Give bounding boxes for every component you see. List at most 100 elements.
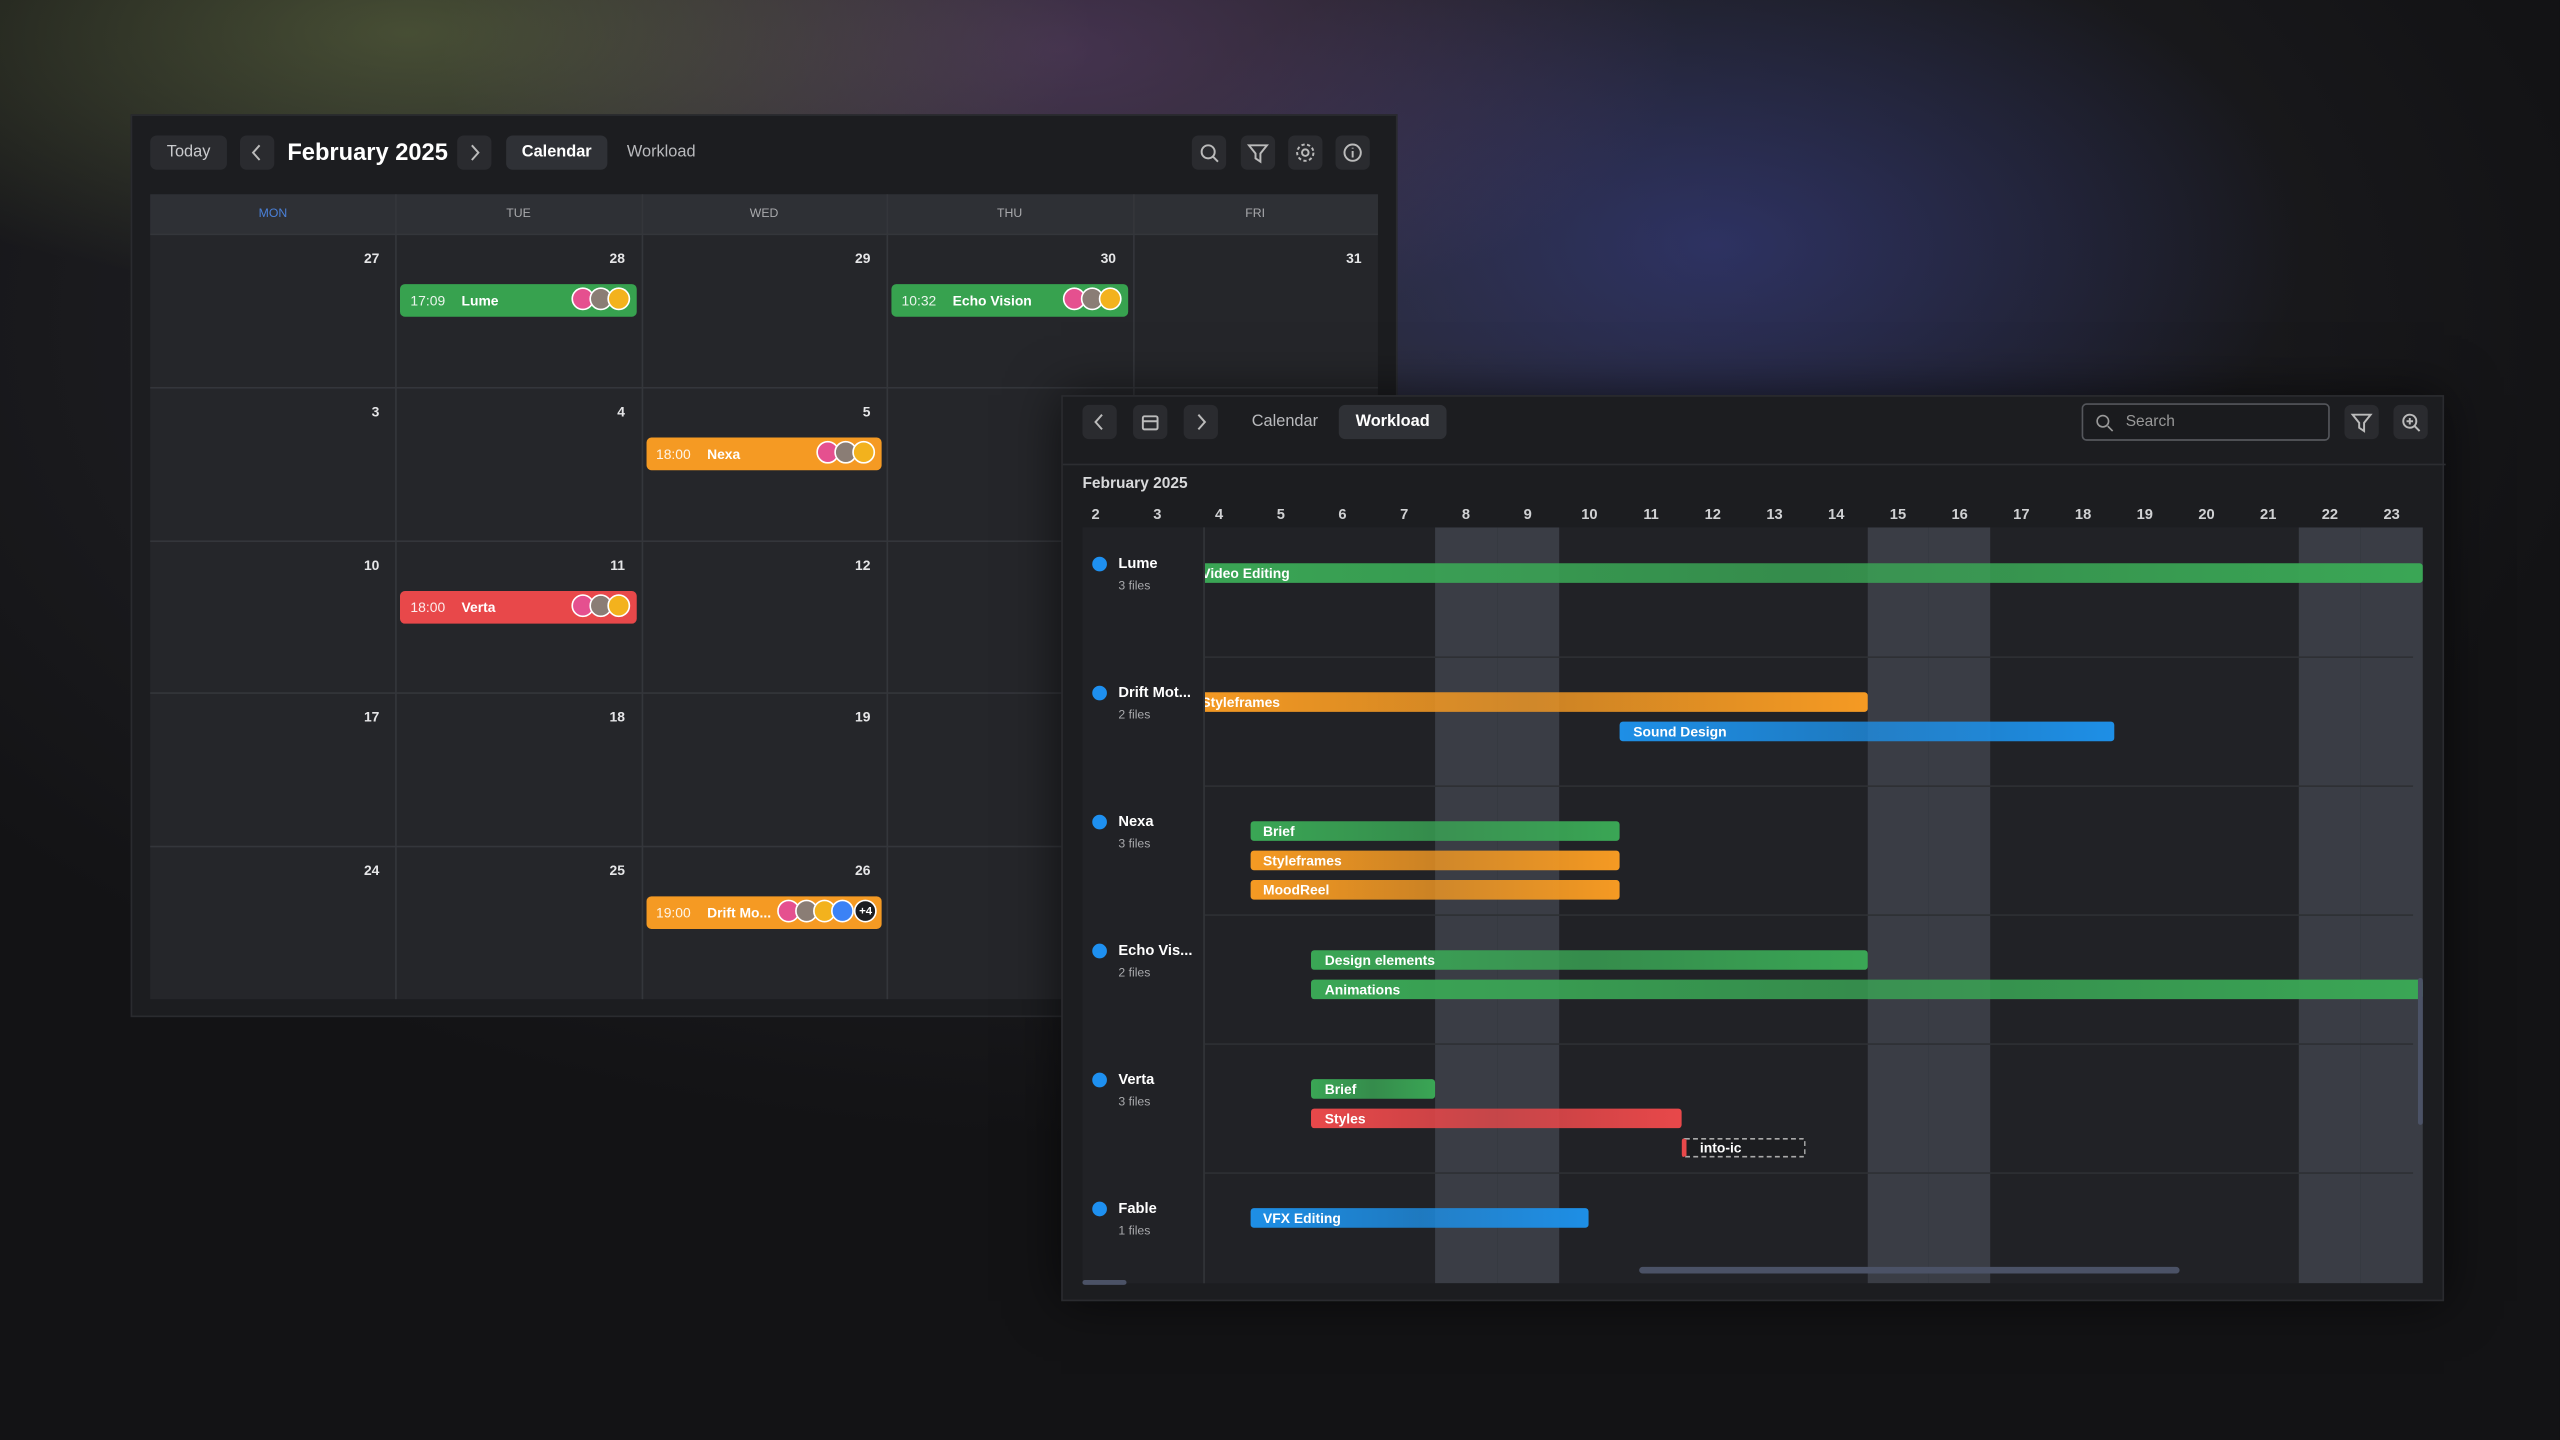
day-label: 3 (1153, 506, 1162, 523)
day-label: 9 (1523, 506, 1532, 523)
column-line (886, 194, 889, 1000)
prev-button[interactable] (1082, 404, 1117, 440)
search-placeholder: Search (2125, 413, 2175, 432)
project-files: 3 files (1118, 577, 1151, 593)
project-name: Nexa (1118, 813, 1154, 830)
task-bar[interactable]: into-ic (1681, 1137, 1806, 1158)
task-bar[interactable]: Design elements (1311, 950, 1868, 970)
task-label: Animations (1324, 981, 1401, 998)
workload-window: Search February 2025 Calendar Workload Vid… (1061, 395, 2446, 1302)
zoom-button[interactable] (2393, 404, 2428, 440)
day-number: 11 (610, 556, 625, 573)
today-button[interactable]: Today (150, 135, 227, 170)
project-name: Drift Mot... (1118, 684, 1192, 701)
task-bar[interactable]: Brief (1311, 1079, 1436, 1099)
day-label: 20 (2198, 506, 2215, 523)
day-label: 21 (2260, 506, 2277, 523)
project-dot (1092, 1201, 1107, 1217)
column-line (395, 194, 398, 1000)
project-dot (1092, 685, 1107, 701)
divider (1062, 463, 2446, 466)
filter-button[interactable] (2344, 404, 2379, 440)
next-button[interactable] (457, 135, 492, 170)
event-time: 10:32 (901, 292, 937, 309)
scroll-stub (1082, 1279, 1127, 1285)
view-tab[interactable]: Workload (1338, 404, 1447, 440)
task-bar[interactable]: Video Editing (1204, 563, 2423, 583)
view-tab[interactable]: Workload (626, 143, 696, 162)
view-tab[interactable]: Calendar (506, 135, 608, 170)
task-label: Design elements (1324, 951, 1436, 969)
event-title: Drift Mo... (707, 904, 772, 922)
event-time: 18:00 (655, 445, 691, 462)
weekend-column (2299, 527, 2361, 1284)
task-bar[interactable]: MoodReel (1249, 879, 1621, 900)
view-tab[interactable]: Calendar (1251, 413, 1319, 432)
task-label: Sound Design (1633, 723, 1727, 740)
filter-button[interactable] (1240, 135, 1276, 170)
event-pill[interactable]: 10:32 Echo Vision (891, 284, 1128, 317)
day-number: 31 (1346, 249, 1362, 267)
row-line (1204, 914, 2414, 916)
project-files: 1 files (1118, 1222, 1151, 1238)
task-bar[interactable]: Styles (1311, 1108, 1682, 1129)
day-number: 17 (363, 709, 380, 726)
project-dot (1092, 1072, 1107, 1088)
task-bar[interactable]: VFX Editing (1249, 1208, 1590, 1228)
weekday-label: FRI (1245, 205, 1266, 221)
day-label: 16 (1951, 506, 1968, 523)
project-name: Lume (1118, 555, 1158, 572)
day-number: 18 (609, 709, 625, 726)
day-number: 12 (855, 556, 871, 573)
day-label: 15 (1889, 506, 1907, 523)
more-count: +4 (854, 899, 878, 923)
row-line (150, 386, 1378, 389)
next-button[interactable] (1183, 404, 1218, 440)
day-number: 19 (855, 709, 871, 726)
search-box[interactable]: Search (2081, 403, 2330, 441)
event-time: 18:00 (410, 598, 446, 615)
avatar (1098, 287, 1121, 311)
project-name: Fable (1118, 1199, 1157, 1217)
calendar-button[interactable] (1133, 404, 1168, 440)
event-pill[interactable]: 19:00 Drift Mo... +4 (646, 896, 882, 930)
weekday-label: THU (997, 205, 1023, 221)
search-button[interactable] (1191, 135, 1227, 170)
task-label: VFX Editing (1263, 1209, 1341, 1227)
event-title: Nexa (707, 445, 741, 462)
day-label: 8 (1461, 506, 1471, 523)
v-scrollbar (2417, 977, 2423, 1125)
row-line (1204, 1043, 2414, 1045)
day-label: 17 (2013, 506, 2030, 523)
task-label: Styles (1324, 1110, 1366, 1127)
day-number: 10 (363, 556, 380, 573)
day-label: 13 (1766, 506, 1783, 523)
search-icon (2096, 414, 2114, 432)
event-pill[interactable]: 18:00 Nexa (646, 437, 882, 470)
task-bar[interactable]: Animations (1311, 979, 2423, 1000)
project-files: 3 files (1118, 1093, 1151, 1109)
weekday-label: TUE (506, 205, 531, 221)
prev-button[interactable] (239, 135, 275, 170)
day-number: 4 (617, 402, 625, 420)
task-bar[interactable]: Sound Design (1620, 721, 2114, 742)
day-label: 18 (2074, 506, 2092, 523)
day-number: 29 (855, 249, 871, 267)
day-label: 4 (1214, 506, 1224, 523)
settings-button[interactable] (1288, 135, 1323, 170)
task-label: Brief (1263, 822, 1295, 840)
task-bar[interactable]: Styleframes (1249, 850, 1621, 871)
row-line (1204, 1172, 2414, 1174)
info-button[interactable] (1335, 135, 1370, 170)
day-label: 23 (2383, 506, 2400, 523)
event-pill[interactable]: 17:09 Lume (400, 284, 637, 317)
task-bar[interactable]: Brief (1249, 821, 1621, 841)
task-bar[interactable]: Styleframes (1204, 692, 1868, 712)
day-label: 12 (1704, 506, 1721, 523)
event-pill[interactable]: 18:00 Verta (400, 590, 637, 624)
project-dot (1092, 556, 1107, 572)
event-title: Lume (461, 292, 499, 309)
weekend-column (1867, 527, 1929, 1284)
weekend-column (1928, 527, 1991, 1284)
